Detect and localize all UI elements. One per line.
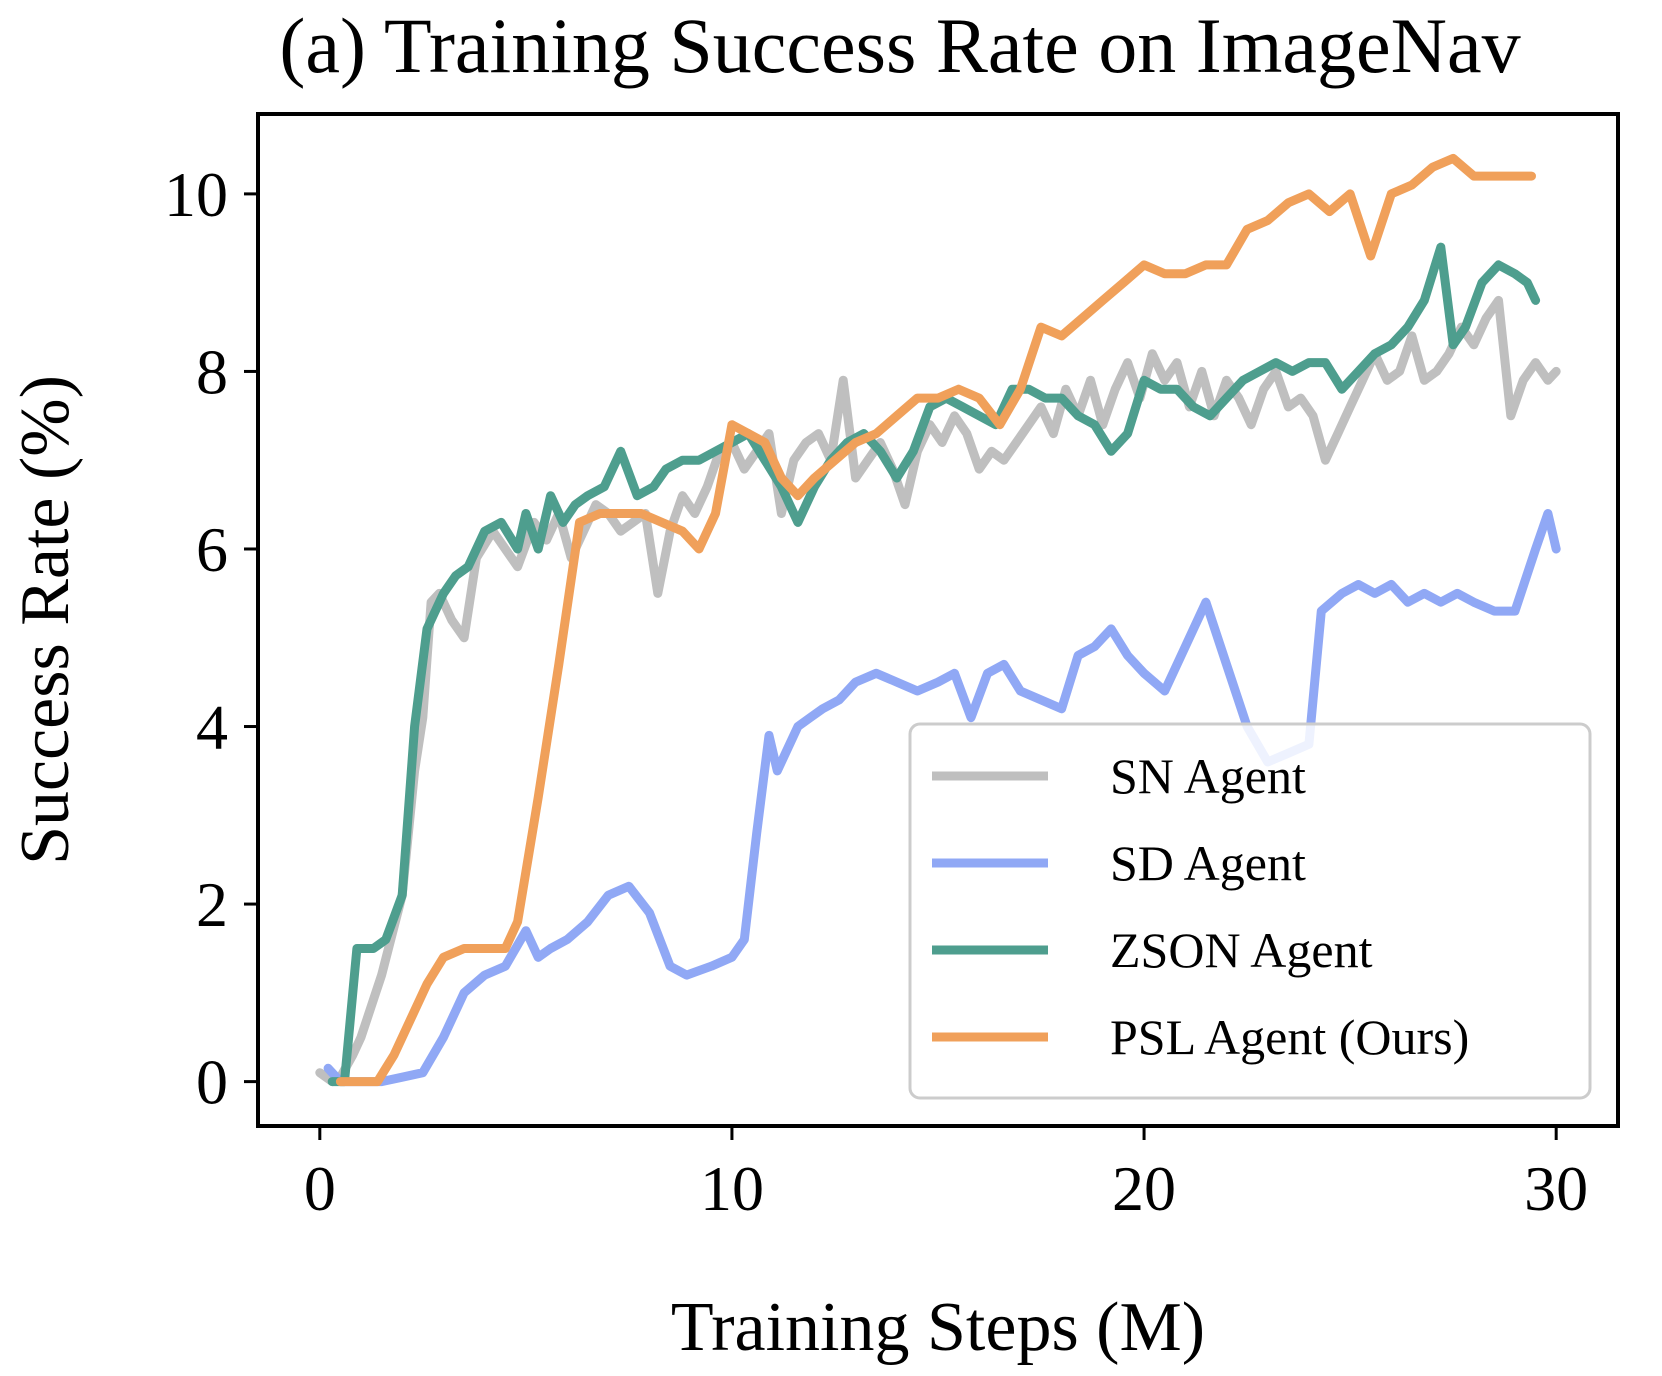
legend-box xyxy=(908,722,1592,1100)
y-tick-label-4: 8 xyxy=(196,336,228,407)
y-axis-label: Success Rate (%) xyxy=(7,375,84,865)
x-tick-label-3: 30 xyxy=(1524,1153,1588,1224)
x-tick-label-0: 0 xyxy=(304,1153,336,1224)
y-tick-label-1: 2 xyxy=(196,869,228,940)
series-layer xyxy=(315,153,1561,1087)
y-axis-ticks: 0 2 4 6 8 10 xyxy=(164,159,258,1118)
y-tick-label-2: 4 xyxy=(196,692,228,763)
legend: SN Agent SD Agent ZSON Agent PSL Agent (Our… xyxy=(908,722,1592,1100)
y-tick-label-3: 6 xyxy=(196,514,228,585)
series-line-0 xyxy=(315,295,1561,1087)
legend-label-0: SN Agent xyxy=(1110,748,1306,804)
legend-label-3: PSL Agent (Ours) xyxy=(1110,1009,1469,1065)
x-tick-label-1: 10 xyxy=(700,1153,764,1224)
x-axis-ticks: 0 10 20 30 xyxy=(304,1126,1588,1224)
series-line-2 xyxy=(327,242,1541,1087)
x-tick-label-2: 20 xyxy=(1112,1153,1176,1224)
series-line-3 xyxy=(335,153,1536,1087)
legend-label-1: SD Agent xyxy=(1110,835,1306,891)
series-line-1 xyxy=(323,509,1561,1087)
x-axis-label: Training Steps (M) xyxy=(671,1289,1205,1366)
y-tick-label-5: 10 xyxy=(164,159,228,230)
y-tick-label-0: 0 xyxy=(196,1047,228,1118)
legend-label-2: ZSON Agent xyxy=(1110,922,1373,978)
chart-title: (a) Training Success Rate on ImageNav xyxy=(279,2,1520,89)
plot-frame xyxy=(256,112,1620,1128)
